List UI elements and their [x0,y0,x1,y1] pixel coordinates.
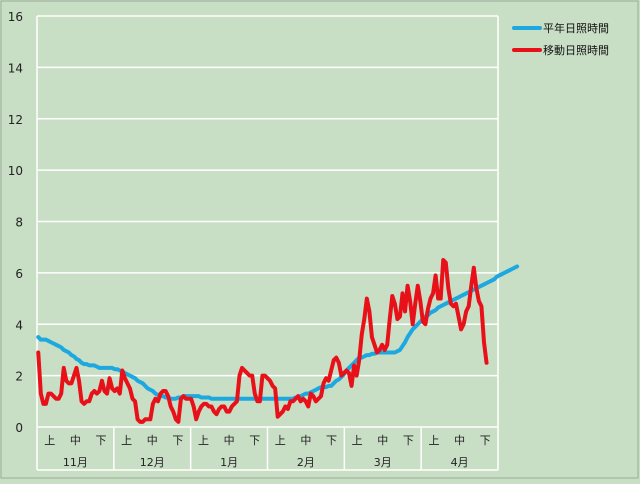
period-tick-label: 下 [172,434,183,447]
period-tick-label: 中 [377,434,388,447]
month-tick-label: 3月 [374,456,392,469]
legend-label: 平年日照時間 [543,21,609,35]
period-tick-label: 上 [352,434,363,447]
month-tick-label: 11月 [63,456,88,469]
y-tick-label: 10 [8,164,23,178]
period-tick-label: 中 [224,434,235,447]
period-tick-label: 上 [121,434,132,447]
y-tick-label: 8 [15,216,23,230]
period-tick-label: 中 [300,434,311,447]
period-tick-label: 中 [454,434,465,447]
y-tick-label: 0 [15,421,23,435]
period-tick-label: 下 [96,434,107,447]
axes: 0246810121416上中下11月上中下12月上中下1月上中下2月上中下3月… [8,10,499,471]
period-tick-label: 中 [147,434,158,447]
y-tick-label: 2 [15,370,23,384]
month-tick-label: 1月 [220,456,238,469]
legend-label: 移動日照時間 [543,43,609,57]
month-tick-label: 12月 [140,456,165,469]
y-tick-label: 16 [8,10,23,24]
y-tick-label: 12 [8,113,23,127]
period-tick-label: 上 [44,434,55,447]
series-lines [36,258,520,424]
period-tick-label: 下 [480,434,491,447]
moving-sunshine-line [36,258,489,424]
gridlines [37,15,498,428]
month-tick-label: 2月 [297,456,315,469]
month-tick-label: 4月 [451,456,469,469]
period-tick-label: 上 [428,434,439,447]
y-tick-label: 6 [15,267,23,281]
period-tick-label: 下 [326,434,337,447]
period-tick-label: 中 [70,434,81,447]
y-tick-label: 14 [8,61,23,75]
y-tick-label: 4 [15,318,23,332]
period-tick-label: 下 [249,434,260,447]
period-tick-label: 上 [198,434,209,447]
period-tick-label: 上 [275,434,286,447]
period-tick-label: 下 [403,434,414,447]
